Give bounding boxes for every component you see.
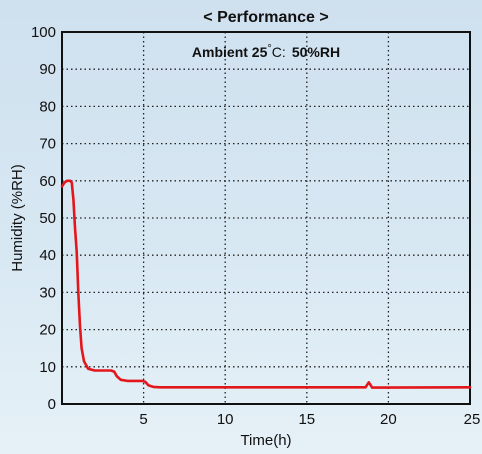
y-tick-label: 70 (39, 136, 56, 153)
y-tick-label: 40 (39, 247, 56, 264)
y-tick-label: 50 (39, 210, 56, 227)
humidity-series-line (60, 179, 472, 389)
y-tick-label: 60 (39, 173, 56, 190)
grid (62, 32, 470, 404)
annotation-prefix: Ambient 25 (192, 44, 268, 60)
x-tick-label: 25 (464, 411, 481, 428)
y-tick-label: 100 (31, 24, 56, 41)
plot-frame (61, 31, 471, 405)
tick-labels: 0 10 20 30 40 50 60 70 80 90 100 5 10 15 20 25 (31, 24, 480, 428)
y-tick-label: 20 (39, 322, 56, 339)
x-tick-label: 10 (217, 411, 234, 428)
x-tick-label: 5 (139, 411, 147, 428)
chart-title: < Performance > (203, 9, 328, 26)
x-tick-label: 20 (380, 411, 397, 428)
x-axis-label: Time(h) (240, 432, 291, 449)
y-tick-label: 80 (39, 98, 56, 115)
y-axis-label: Humidity (%RH) (9, 164, 26, 272)
annotation-separator: : (282, 44, 286, 60)
y-tick-label: 90 (39, 61, 56, 78)
annotation-unit: C (272, 44, 282, 60)
x-tick-label: 15 (298, 411, 315, 428)
annotation-degree: ° (267, 43, 271, 55)
y-tick-label: 30 (39, 284, 56, 301)
y-tick-label: 0 (48, 396, 56, 413)
ambient-annotation: Ambient 25°C: 50%RH (192, 43, 340, 60)
annotation-suffix: 50%RH (292, 44, 340, 60)
y-tick-label: 10 (39, 359, 56, 376)
